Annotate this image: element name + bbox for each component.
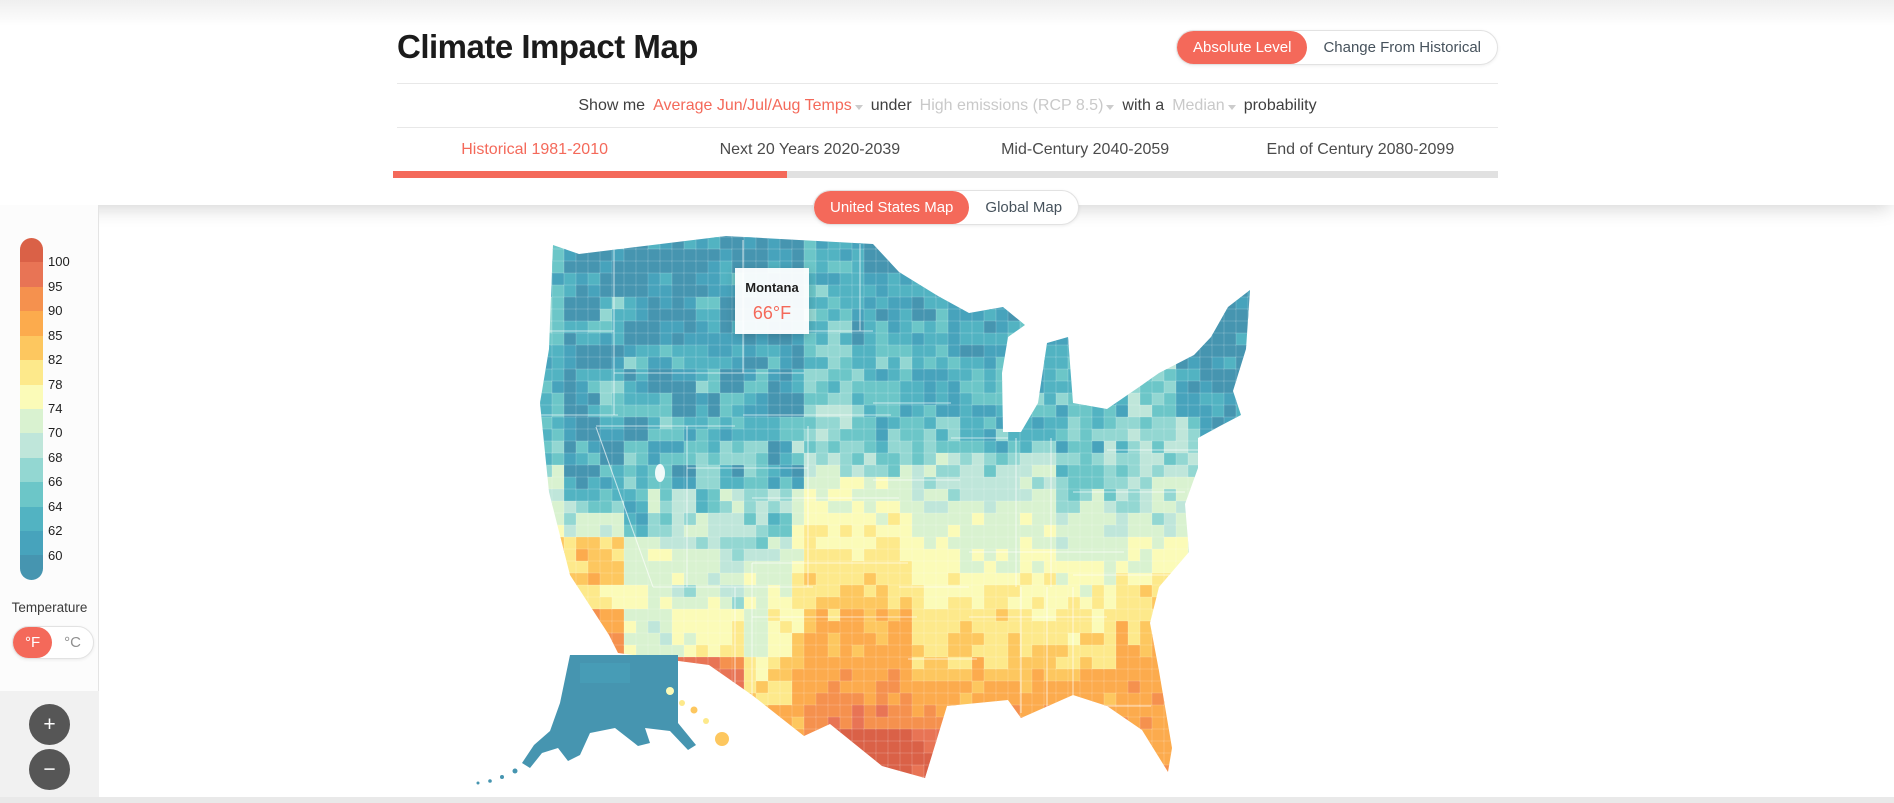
map-scope-toggle: United States Map Global Map <box>813 190 1080 225</box>
zoom-controls: + − <box>0 691 99 803</box>
legend-tick: 100 <box>48 254 70 270</box>
legend-color-segment <box>20 433 43 458</box>
legend-color-segment <box>20 335 43 361</box>
sentence-prefix: Show me <box>578 96 646 114</box>
tab-historical[interactable]: Historical 1981-2010 <box>397 128 672 171</box>
chevron-down-icon <box>1227 104 1236 110</box>
page-title: Climate Impact Map <box>397 28 698 65</box>
tab-mid-century[interactable]: Mid-Century 2040-2059 <box>948 128 1223 171</box>
legend-tick: 74 <box>48 401 63 416</box>
zoom-in-button[interactable]: + <box>29 704 70 745</box>
global-map-button[interactable]: Global Map <box>969 191 1078 224</box>
query-sentence: Show me Average Jun/Jul/Aug Temps under … <box>397 84 1498 127</box>
legend-colorbar <box>20 238 43 580</box>
legend-tick: 82 <box>48 352 63 368</box>
chevron-down-icon <box>854 104 863 110</box>
divider <box>397 83 1498 84</box>
legend-color-segment <box>20 531 43 556</box>
legend-color-segment <box>20 482 43 507</box>
sentence-connector2: with a <box>1122 96 1165 114</box>
divider <box>397 127 1498 128</box>
period-tabs: Historical 1981-2010 Next 20 Years 2020-… <box>397 128 1498 171</box>
temperature-label: Temperature <box>11 600 88 615</box>
metric-dropdown[interactable]: Average Jun/Jul/Aug Temps <box>653 97 863 115</box>
legend-tick: 85 <box>48 327 63 343</box>
chevron-down-icon <box>1106 104 1115 110</box>
sentence-suffix: probability <box>1243 96 1317 114</box>
tab-next-20-years[interactable]: Next 20 Years 2020-2039 <box>672 128 947 171</box>
probability-dropdown[interactable]: Median <box>1172 97 1236 115</box>
legend-tick: 60 <box>48 547 63 563</box>
zoom-out-button[interactable]: − <box>29 749 70 790</box>
legend-color-segment <box>20 360 43 385</box>
legend-color-segment <box>20 457 43 483</box>
change-from-historical-button[interactable]: Change From Historical <box>1307 31 1497 64</box>
legend-color-segment <box>20 311 43 336</box>
tooltip-value: 66°F <box>752 303 792 323</box>
legend-tick: 78 <box>48 376 63 392</box>
legend-tick: 66 <box>48 474 63 490</box>
legend-color-segment <box>20 384 43 409</box>
map-tooltip: Montana 66°F <box>735 268 809 334</box>
legend-color-segment <box>20 262 43 287</box>
absolute-level-button[interactable]: Absolute Level <box>1177 30 1308 64</box>
us-map[interactable] <box>430 183 1610 803</box>
unit-toggle: °F °C <box>12 626 95 659</box>
tab-underline <box>393 171 1498 178</box>
celsius-button[interactable]: °C <box>52 627 93 658</box>
scenario-dropdown[interactable]: High emissions (RCP 8.5) <box>920 97 1115 115</box>
legend-color-segment <box>20 408 43 434</box>
legend-tick: 64 <box>48 498 63 514</box>
legend-color-segment <box>20 286 43 312</box>
legend-tick: 95 <box>48 278 63 294</box>
legend-tick: 70 <box>48 425 63 441</box>
header: Climate Impact Map Absolute Level Change… <box>0 0 1894 205</box>
fahrenheit-button[interactable]: °F <box>13 627 53 658</box>
level-toggle: Absolute Level Change From Historical <box>1176 29 1498 65</box>
bottom-strip <box>0 797 1894 803</box>
legend-tick: 90 <box>48 303 63 319</box>
united-states-map-button[interactable]: United States Map <box>814 191 970 224</box>
legend-sidebar: 100 95 90 85 82 78 74 70 68 66 64 62 60 Temperature … <box>0 205 99 691</box>
legend-tick: 62 <box>48 523 63 539</box>
sentence-connector1: under <box>870 96 912 114</box>
legend-tick: 68 <box>48 449 63 465</box>
tab-end-of-century[interactable]: End of Century 2080-2099 <box>1223 128 1498 171</box>
legend-color-segment <box>20 506 43 532</box>
legend-color-segment <box>20 238 43 263</box>
legend-color-segment <box>20 555 43 580</box>
tooltip-region: Montana <box>745 280 799 295</box>
active-tab-indicator <box>393 171 787 178</box>
